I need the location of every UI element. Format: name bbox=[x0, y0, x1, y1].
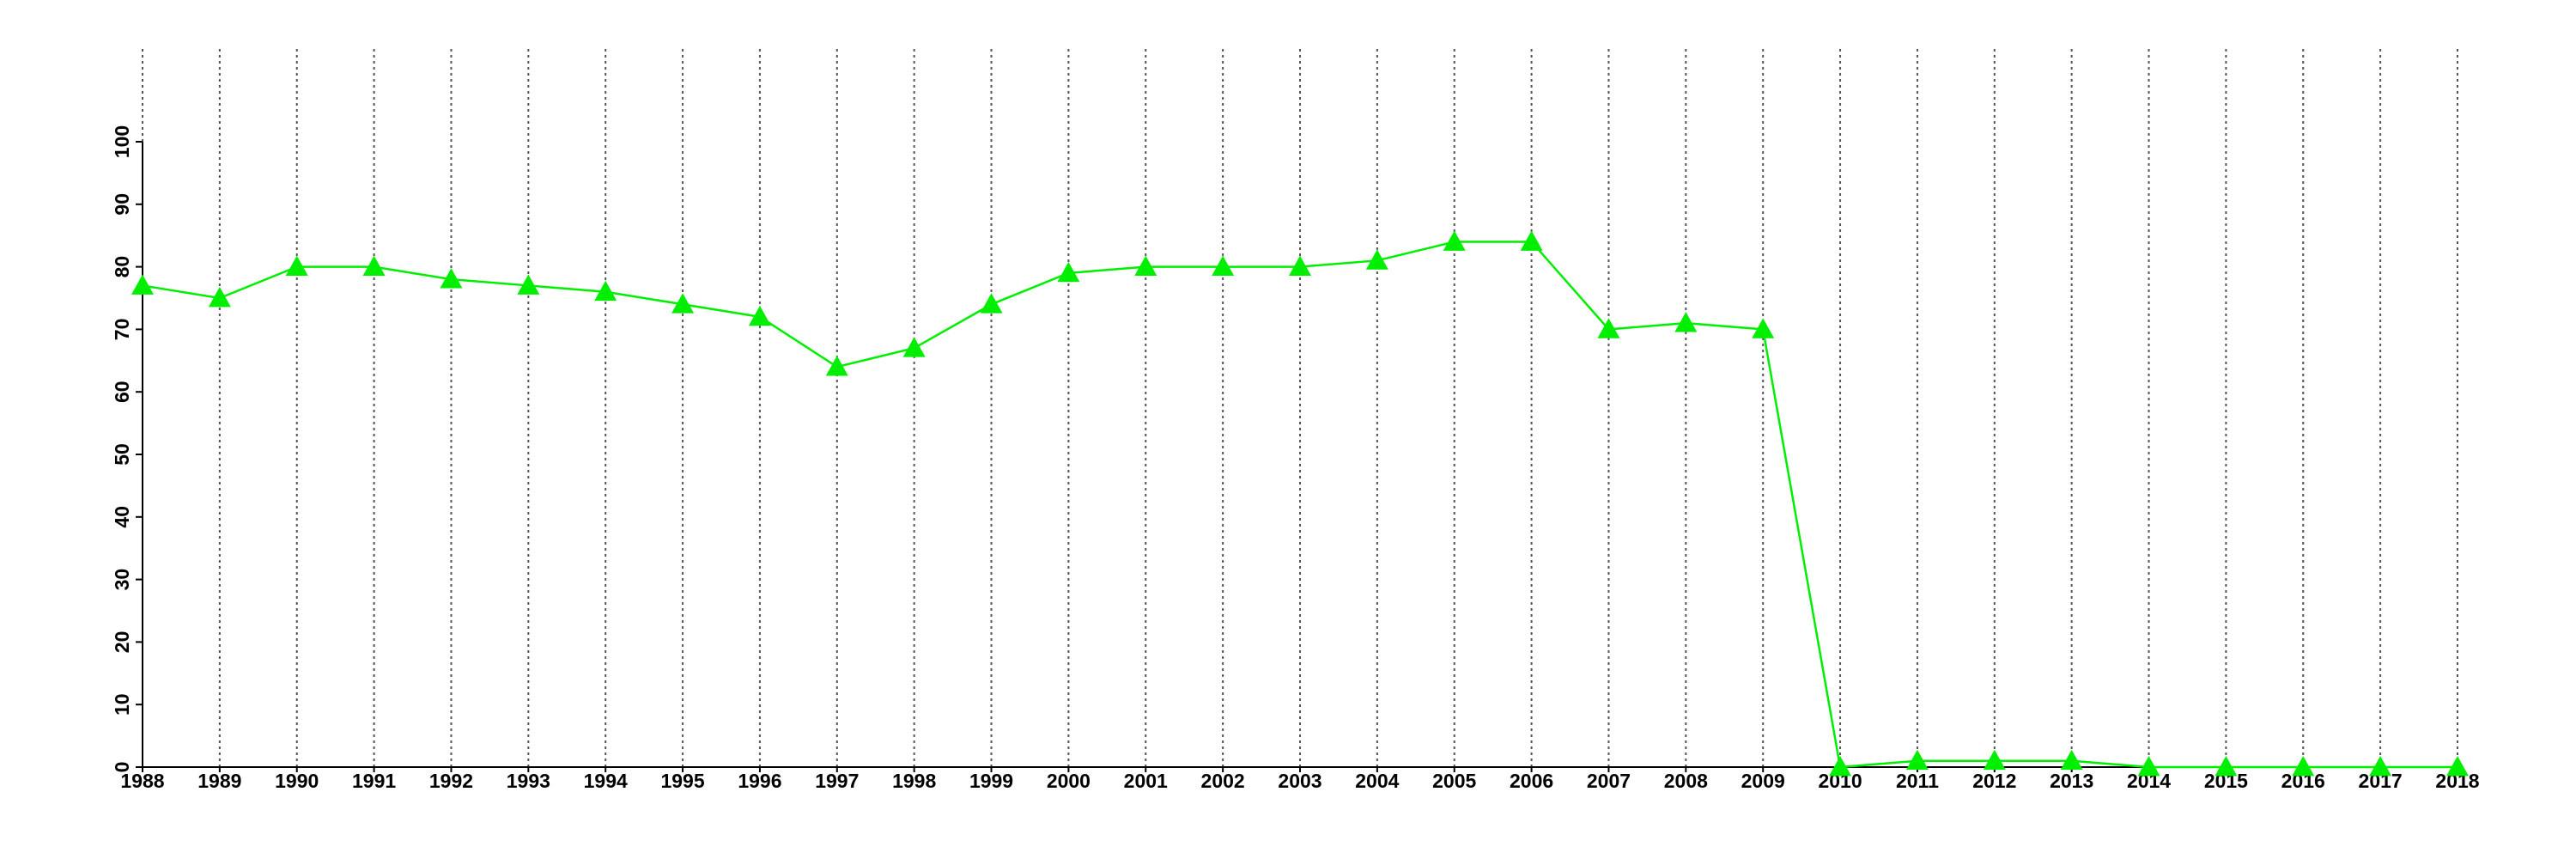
marker bbox=[671, 293, 695, 314]
marker bbox=[825, 356, 848, 376]
x-tick-label: 2003 bbox=[1278, 770, 1321, 792]
marker bbox=[2137, 756, 2160, 777]
x-tick-label: 1990 bbox=[275, 770, 319, 792]
x-tick-label: 1993 bbox=[507, 770, 550, 792]
marker bbox=[208, 287, 231, 308]
marker bbox=[1212, 255, 1235, 276]
marker bbox=[1983, 749, 2006, 771]
y-tick-label: 90 bbox=[111, 193, 133, 216]
marker bbox=[362, 255, 386, 276]
x-tick-label: 1998 bbox=[892, 770, 936, 792]
x-tick-label: 2001 bbox=[1124, 770, 1168, 792]
x-tick-label: 2012 bbox=[1972, 770, 2016, 792]
y-tick-label: 60 bbox=[111, 381, 133, 403]
x-tick-label: 1992 bbox=[429, 770, 473, 792]
y-tick-label: 100 bbox=[111, 125, 133, 158]
y-tick-label: 80 bbox=[111, 256, 133, 278]
marker bbox=[1597, 318, 1620, 338]
marker bbox=[1752, 318, 1775, 338]
x-tick-label: 1996 bbox=[738, 770, 781, 792]
marker bbox=[285, 255, 308, 276]
x-tick-label: 2002 bbox=[1201, 770, 1245, 792]
marker bbox=[2292, 756, 2315, 777]
marker bbox=[1829, 756, 1852, 777]
x-tick-label: 1997 bbox=[815, 770, 859, 792]
x-tick-label: 2004 bbox=[1355, 770, 1399, 792]
marker bbox=[1905, 749, 1929, 771]
x-tick-label: 2008 bbox=[1664, 770, 1708, 792]
y-tick-label: 40 bbox=[111, 506, 133, 528]
marker bbox=[748, 305, 771, 326]
y-tick-label: 20 bbox=[111, 631, 133, 654]
marker bbox=[1365, 249, 1388, 270]
x-tick-label: 1995 bbox=[660, 770, 704, 792]
marker bbox=[2369, 756, 2392, 777]
marker bbox=[980, 293, 1003, 314]
y-tick-label: 70 bbox=[111, 319, 133, 341]
marker bbox=[902, 337, 926, 357]
x-tick-label: 2007 bbox=[1587, 770, 1631, 792]
marker bbox=[1134, 255, 1157, 276]
y-tick-label: 50 bbox=[111, 443, 133, 466]
marker bbox=[1289, 255, 1311, 276]
marker bbox=[517, 274, 540, 295]
y-tick-label: 10 bbox=[111, 693, 133, 716]
x-tick-label: 2005 bbox=[1432, 770, 1476, 792]
marker bbox=[440, 268, 463, 289]
x-tick-label: 1999 bbox=[969, 770, 1013, 792]
marker bbox=[2446, 756, 2469, 777]
x-tick-label: 1994 bbox=[584, 770, 628, 792]
marker bbox=[2060, 749, 2083, 771]
x-tick-label: 1988 bbox=[120, 770, 164, 792]
x-tick-label: 2011 bbox=[1896, 770, 1939, 792]
x-tick-label: 2006 bbox=[1510, 770, 1553, 792]
y-tick-label: 0 bbox=[111, 762, 133, 773]
marker bbox=[1674, 312, 1698, 332]
x-tick-label: 1991 bbox=[352, 770, 396, 792]
marker bbox=[594, 280, 617, 302]
x-tick-label: 2013 bbox=[2050, 770, 2093, 792]
marker bbox=[131, 274, 154, 295]
marker bbox=[1057, 261, 1080, 283]
x-tick-label: 2000 bbox=[1047, 770, 1091, 792]
y-tick-label: 30 bbox=[111, 569, 133, 591]
marker bbox=[1520, 230, 1543, 251]
marker bbox=[1443, 230, 1466, 251]
x-tick-label: 1989 bbox=[197, 770, 241, 792]
marker bbox=[2215, 756, 2238, 777]
x-tick-label: 2009 bbox=[1741, 770, 1785, 792]
